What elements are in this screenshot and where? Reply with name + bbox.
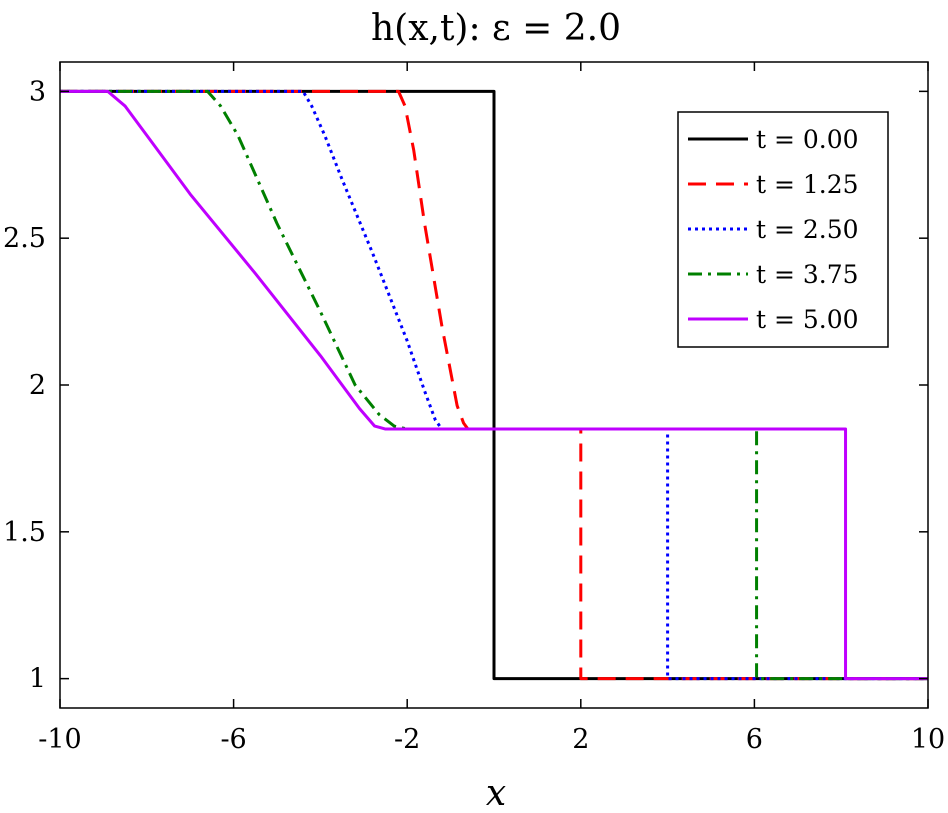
series-layer <box>60 89 928 681</box>
y-tick-label: 3 <box>29 76 46 107</box>
y-tick-label: 1.5 <box>3 517 46 548</box>
legend-box <box>677 111 889 348</box>
legend-label-3: t = 3.75 <box>756 260 859 289</box>
legend-label-1: t = 1.25 <box>756 170 859 199</box>
y-tick-label: 2.5 <box>3 223 46 254</box>
axes: -10 -6 -2 2 6 10 1 1.5 2 2.5 3 <box>3 61 945 755</box>
x-axis-label: x <box>486 773 506 813</box>
series-line-4 <box>60 89 928 681</box>
x-tick-label: 10 <box>911 724 945 755</box>
x-tick-label: -2 <box>394 724 420 755</box>
y-tick-label: 2 <box>29 370 46 401</box>
legend-label-4: t = 5.00 <box>756 305 859 334</box>
x-tick-label: -6 <box>220 724 246 755</box>
chart-title: h(x,t): ε = 2.0 <box>371 8 621 49</box>
series-line-3 <box>60 89 928 681</box>
legend-label-0: t = 0.00 <box>756 125 859 154</box>
x-tick-label: 2 <box>572 724 589 755</box>
legend: t = 0.00 t = 1.25 t = 2.50 t = 3.75 t = 5.00 <box>677 111 889 348</box>
x-tick-label: 6 <box>746 724 763 755</box>
y-tick-label: 1 <box>29 664 46 695</box>
legend-label-2: t = 2.50 <box>756 215 859 244</box>
x-tick-label: -10 <box>38 724 81 755</box>
series-line-1 <box>60 89 928 681</box>
